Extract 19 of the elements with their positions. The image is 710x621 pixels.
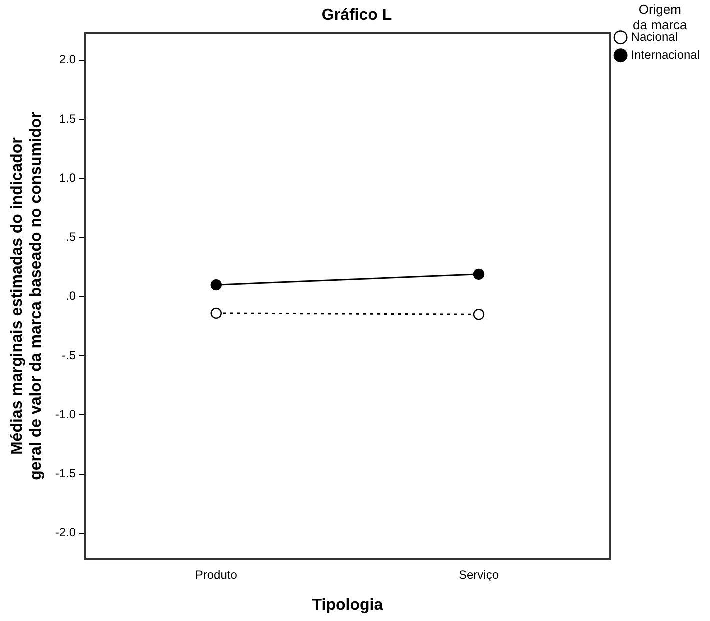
point (473, 268, 485, 280)
y-tick-label: .0 (66, 289, 76, 304)
y-tick-label: -2.0 (55, 526, 76, 540)
y-tick-label: .5 (66, 230, 76, 244)
y-tick-label: -.5 (62, 348, 76, 362)
legend-label: Internacional (631, 48, 700, 62)
y-axis-title: Médias marginais estimadas do indicador geral de valor da marca baseado no consumidor (9, 112, 46, 480)
x-axis-title: Tipologia (312, 596, 384, 614)
point (210, 279, 222, 291)
y-tick-label: -1.0 (55, 407, 76, 422)
point (210, 308, 222, 320)
y-tick-label: -1.5 (55, 466, 76, 481)
x-tick-label: Produto (195, 568, 238, 582)
y-tick-label: 2.0 (59, 52, 76, 67)
x-tick-label: Serviço (458, 568, 500, 582)
point (473, 309, 485, 320)
y-tick-label: 1.0 (59, 170, 76, 185)
y-tick-label: 1.5 (59, 112, 76, 126)
chart-title: Gráfico L (322, 7, 392, 24)
